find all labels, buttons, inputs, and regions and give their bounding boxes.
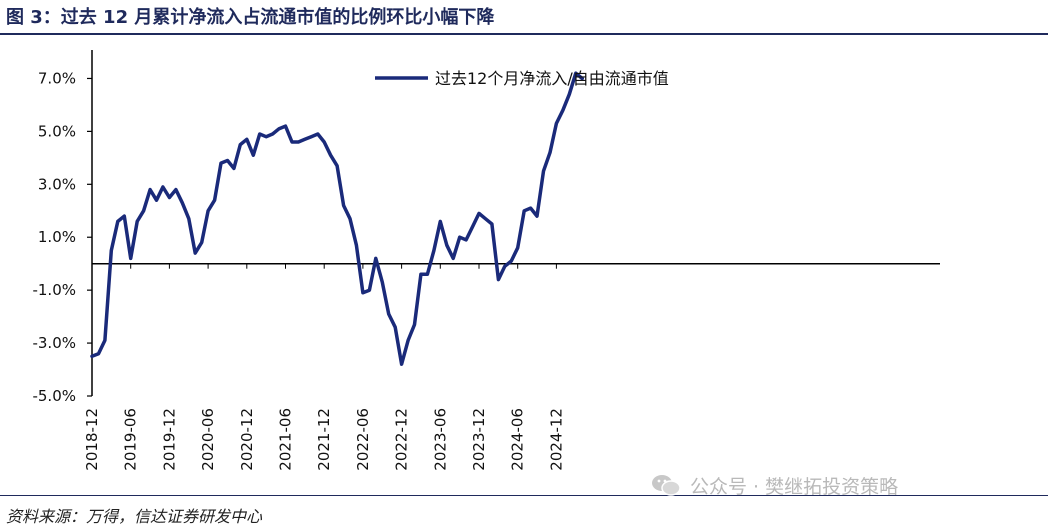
title-divider bbox=[0, 33, 1048, 35]
y-tick-label: -1.0% bbox=[32, 281, 76, 299]
x-tick-label: 2022-12 bbox=[393, 408, 411, 471]
y-tick-label: -5.0% bbox=[32, 387, 76, 405]
line-chart: -5.0%-3.0%-1.0%1.0%3.0%5.0%7.0% 2018-12 2… bbox=[32, 50, 940, 471]
source-note: 资料来源：万得，信达证券研发中心 bbox=[6, 507, 263, 526]
watermark: 公众号 · 樊继拓投资策略 bbox=[650, 472, 898, 498]
x-tick-label: 2019-12 bbox=[160, 408, 178, 471]
x-tick-label: 2018-12 bbox=[83, 408, 101, 471]
x-tick-label: 2019-06 bbox=[122, 408, 140, 471]
wechat-icon bbox=[652, 475, 681, 496]
x-tick-label: 2024-12 bbox=[547, 408, 565, 471]
legend-entry: 过去12个月净流入/自由流通市值 bbox=[435, 69, 669, 88]
legend: 过去12个月净流入/自由流通市值 bbox=[375, 69, 669, 88]
series-layer bbox=[90, 71, 584, 366]
x-tick-label: 2023-06 bbox=[431, 408, 449, 471]
source-divider bbox=[0, 495, 1048, 496]
y-tick-label: 7.0% bbox=[38, 69, 76, 87]
y-axis: -5.0% -3.0% -1.0% 1.0% 3.0% 5.0% 7.0% bbox=[32, 50, 93, 405]
watermark-text: 公众号 · 樊继拓投资策略 bbox=[690, 475, 899, 498]
y-tick-label: 5.0% bbox=[38, 122, 76, 140]
x-tick-label: 2021-06 bbox=[277, 408, 295, 471]
y-tick-label: -3.0% bbox=[32, 334, 76, 352]
y-tick-label: 1.0% bbox=[38, 228, 76, 246]
x-tick-label: 2021-12 bbox=[315, 408, 333, 471]
x-tick-label: 2024-06 bbox=[509, 408, 527, 471]
x-tick-label: 2020-06 bbox=[199, 408, 217, 471]
x-tick-label: 2022-06 bbox=[354, 408, 372, 471]
x-tick-label: 2023-12 bbox=[470, 408, 488, 471]
series-line bbox=[90, 71, 584, 366]
chart-title: 图 3：过去 12 月累计净流入占流通市值的比例环比小幅下降 bbox=[6, 7, 495, 28]
x-tick-label: 2020-12 bbox=[238, 408, 256, 471]
x-axis: 2018-12 2019-06 2019-12 2020-06 2020-12 2021-… bbox=[83, 262, 940, 471]
y-tick-label: 3.0% bbox=[38, 175, 76, 193]
